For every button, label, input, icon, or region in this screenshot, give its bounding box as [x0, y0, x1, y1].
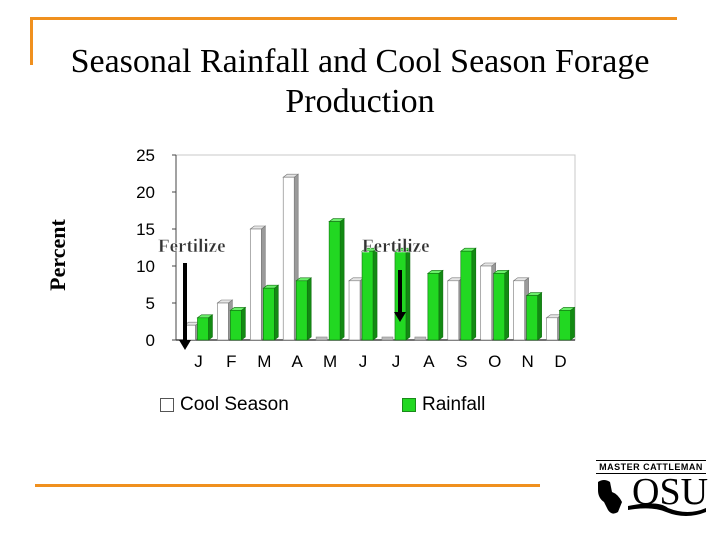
y-tick-label: 10: [136, 257, 155, 276]
x-tick-label: N: [521, 352, 533, 371]
legend-rainfall: Rainfall: [402, 394, 485, 416]
x-tick-label: M: [257, 352, 271, 371]
rainfall-bar-side: [339, 218, 345, 341]
rainfall-bar-side: [241, 306, 246, 341]
x-tick-label: D: [554, 352, 566, 371]
cool-season-bar-front: [447, 280, 460, 341]
rainfall-bar-side: [570, 306, 575, 341]
cool-season-bar-front: [513, 280, 525, 341]
fertilize-arrow-head: [394, 312, 406, 322]
cowboy-rider-icon: [598, 480, 706, 516]
rainfall-bar: [229, 306, 247, 341]
rainfall-bar-side: [306, 277, 312, 341]
rainfall-bar-front: [197, 317, 209, 341]
cool-season-bar: [381, 336, 394, 341]
legend-cool-season-label: Cool Season: [180, 394, 289, 415]
rainfall-bar-side: [537, 292, 542, 341]
rainfall-bar-side: [504, 269, 510, 341]
rainfall-bar: [361, 247, 378, 341]
legend-rainfall-label: Rainfall: [422, 394, 486, 415]
cool-season-bar-front: [217, 302, 229, 341]
rainfall-bar: [394, 247, 411, 341]
y-tick-label: 5: [146, 294, 155, 313]
rainfall-bar: [295, 277, 313, 341]
rainfall-bar-side: [438, 269, 444, 341]
rainfall-bar-side: [405, 247, 411, 341]
rainfall-bar: [426, 269, 444, 341]
legend-cool-season: Cool Season: [160, 394, 289, 416]
rainfall-bar-side: [372, 247, 378, 341]
x-tick-label: J: [392, 352, 401, 371]
fertilize-arrow-head: [179, 340, 191, 350]
rainfall-bar-front: [328, 221, 341, 341]
rainfall-bar-side: [208, 314, 213, 341]
x-tick-label: J: [359, 352, 368, 371]
cool-season-bar-front: [480, 265, 493, 341]
logo-osu-text: OSU: [632, 471, 709, 513]
y-tick-label: 15: [136, 220, 155, 239]
rainfall-bar-front: [559, 310, 571, 341]
rainfall-bar: [525, 292, 543, 341]
x-tick-label: J: [194, 352, 203, 371]
cool-season-bar: [315, 336, 328, 341]
rainfall-bar-front: [427, 273, 440, 341]
frame-bottom-line: [35, 484, 540, 487]
rainfall-bar-front: [526, 295, 538, 341]
rainfall-bar: [196, 314, 214, 341]
y-tick-label: 0: [146, 331, 155, 350]
osu-master-cattleman-logo: MASTER CATTLEMAN OSU: [588, 460, 708, 524]
legend-cool-season-swatch: [160, 398, 174, 412]
cool-season-bar-front: [249, 228, 262, 341]
rainfall-bar-front: [230, 310, 242, 341]
logo-banner-text: MASTER CATTLEMAN: [596, 460, 706, 474]
frame-top-line: [30, 17, 677, 20]
rainfall-bar-front: [460, 250, 473, 341]
chart-title: Seasonal Rainfall and Cool Season Forage…: [70, 43, 650, 120]
rainfall-bar: [459, 247, 477, 341]
x-tick-label: F: [226, 352, 236, 371]
rainfall-bar-front: [295, 280, 308, 341]
fertilize-annotation: Fertilize: [362, 236, 430, 257]
x-tick-label: S: [456, 352, 467, 371]
rainfall-bar: [328, 218, 346, 341]
x-tick-label: O: [488, 352, 501, 371]
rainfall-bar-side: [471, 247, 477, 341]
cool-season-bar-front: [348, 280, 361, 341]
legend-rainfall-swatch: [402, 398, 416, 412]
rainfall-bar-front: [262, 287, 275, 341]
rainfall-bar: [558, 306, 576, 341]
rainfall-bar-front: [361, 250, 374, 341]
cool-season-bar-front: [282, 176, 295, 341]
x-tick-label: A: [423, 352, 435, 371]
y-tick-label: 25: [136, 146, 155, 165]
rainfall-bar-front: [493, 273, 506, 341]
x-tick-label: M: [323, 352, 337, 371]
y-tick-label: 20: [136, 183, 155, 202]
cool-season-bar: [414, 336, 427, 341]
frame-left-line: [30, 17, 33, 65]
rainfall-bar-side: [273, 284, 279, 341]
rainfall-bar: [492, 269, 510, 341]
rainfall-bar: [262, 284, 280, 341]
x-tick-label: A: [292, 352, 304, 371]
cool-season-bar-front: [546, 317, 558, 341]
fertilize-annotation: Fertilize: [158, 236, 226, 257]
